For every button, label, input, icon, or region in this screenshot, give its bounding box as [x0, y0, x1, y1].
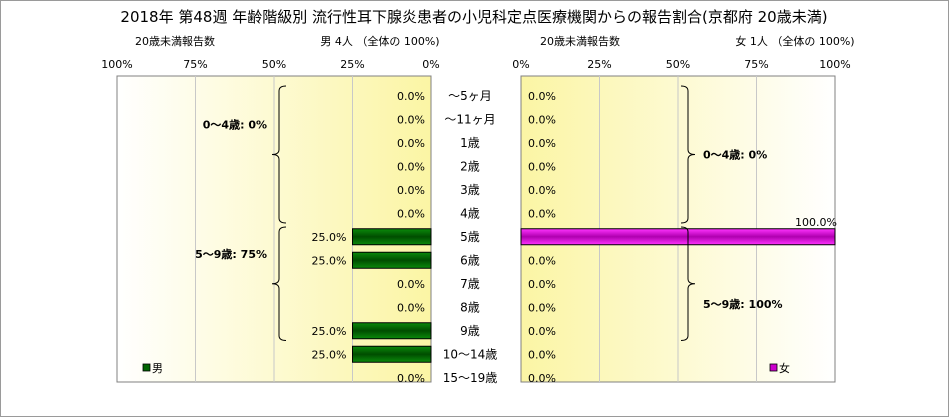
male-group-label: 0～4歳: 0%: [203, 118, 267, 132]
female-value-label: 0.0%: [528, 278, 556, 291]
male-bar: [352, 251, 432, 269]
female-value-label: 0.0%: [528, 348, 556, 361]
category-label: 3歳: [460, 183, 480, 197]
right-axis-ticks: 0% 25% 50% 75% 100%: [512, 58, 850, 71]
male-value-label: 0.0%: [397, 301, 425, 314]
category-label: 7歳: [460, 277, 480, 291]
right-tick-label: 25%: [587, 58, 611, 71]
left-axis-ticks: 100% 75% 50% 25% 0%: [101, 58, 439, 71]
female-group-label: 0～4歳: 0%: [703, 148, 767, 162]
chart-title: 2018年 第48週 年齢階級別 流行性耳下腺炎患者の小児科定点医療機関からの報…: [120, 8, 827, 26]
female-value-label: 0.0%: [528, 301, 556, 314]
male-value-label: 0.0%: [397, 278, 425, 291]
left-subtitle-total: 男 4人 （全体の 100%): [320, 34, 439, 48]
right-subtitle-total: 女 1人 （全体の 100%): [735, 34, 854, 48]
female-value-label: 0.0%: [528, 90, 556, 103]
category-label: 15～19歳: [443, 371, 498, 385]
female-value-label: 0.0%: [528, 372, 556, 385]
age-category-labels: ～5ヶ月 ～11ヶ月 1歳 2歳 3歳 4歳 5歳 6歳 7歳 8歳 9歳 10～14歳 15～19歳: [443, 89, 498, 385]
female-value-label: 0.0%: [528, 113, 556, 126]
female-bars: [520, 228, 836, 246]
right-tick-label: 50%: [666, 58, 690, 71]
category-label: ～5ヶ月: [448, 89, 492, 103]
left-tick-label: 0%: [422, 58, 439, 71]
male-value-label: 0.0%: [397, 90, 425, 103]
group-brace: [271, 85, 287, 224]
male-value-label: 0.0%: [397, 372, 425, 385]
legend-female-swatch: [769, 363, 778, 372]
category-label: 5歳: [460, 230, 480, 244]
legend-male-swatch: [142, 363, 151, 372]
male-value-label: 0.0%: [397, 207, 425, 220]
category-label: 8歳: [460, 300, 480, 314]
right-tick-label: 75%: [744, 58, 768, 71]
male-bars: [352, 228, 432, 363]
legend-female-label: 女: [779, 361, 790, 375]
female-value-labels: 0.0% 0.0% 0.0% 0.0% 0.0% 0.0% 100.0% 0.0% 0.0% 0.…: [528, 90, 837, 385]
male-value-label: 25.0%: [312, 325, 347, 338]
female-value-label: 0.0%: [528, 184, 556, 197]
left-tick-label: 100%: [101, 58, 132, 71]
group-brace: [680, 226, 696, 341]
category-label: 9歳: [460, 324, 480, 338]
male-group-annotations: 0～4歳: 0% 5～9歳: 75%: [195, 85, 287, 341]
left-subtitle-count: 20歳未満報告数: [135, 35, 215, 48]
male-group-label: 5～9歳: 75%: [195, 247, 267, 261]
male-value-label: 0.0%: [397, 184, 425, 197]
category-label: 1歳: [460, 136, 480, 150]
female-value-label: 0.0%: [528, 254, 556, 267]
male-bar: [352, 322, 432, 340]
category-label: ～11ヶ月: [444, 112, 495, 126]
right-subtitle-count: 20歳未満報告数: [540, 35, 620, 48]
group-brace: [271, 226, 287, 341]
legend-male-label: 男: [152, 362, 163, 375]
female-group-label: 5～9歳: 100%: [703, 297, 783, 311]
female-value-label: 0.0%: [528, 160, 556, 173]
female-group-annotations: 0～4歳: 0% 5～9歳: 100%: [680, 85, 783, 341]
female-value-label: 0.0%: [528, 137, 556, 150]
left-tick-label: 25%: [340, 58, 364, 71]
female-value-label: 0.0%: [528, 207, 556, 220]
female-bar: [520, 228, 836, 246]
right-tick-label: 100%: [819, 58, 850, 71]
male-value-label: 0.0%: [397, 137, 425, 150]
category-label: 10～14歳: [443, 347, 498, 361]
male-value-label: 0.0%: [397, 160, 425, 173]
male-value-label: 25.0%: [312, 254, 347, 267]
right-tick-label: 0%: [512, 58, 529, 71]
category-label: 6歳: [460, 253, 480, 267]
group-brace: [680, 85, 696, 224]
male-value-label: 0.0%: [397, 113, 425, 126]
category-label: 4歳: [460, 206, 480, 220]
male-bar: [352, 345, 432, 363]
female-value-label: 100.0%: [795, 216, 837, 229]
male-bar: [352, 228, 432, 246]
male-value-label: 25.0%: [312, 348, 347, 361]
male-value-labels: 0.0% 0.0% 0.0% 0.0% 0.0% 0.0% 25.0% 25.0% 0.0% 0.…: [312, 90, 425, 385]
category-label: 2歳: [460, 159, 480, 173]
left-tick-label: 75%: [183, 58, 207, 71]
left-tick-label: 50%: [262, 58, 286, 71]
male-value-label: 25.0%: [312, 231, 347, 244]
female-value-label: 0.0%: [528, 325, 556, 338]
